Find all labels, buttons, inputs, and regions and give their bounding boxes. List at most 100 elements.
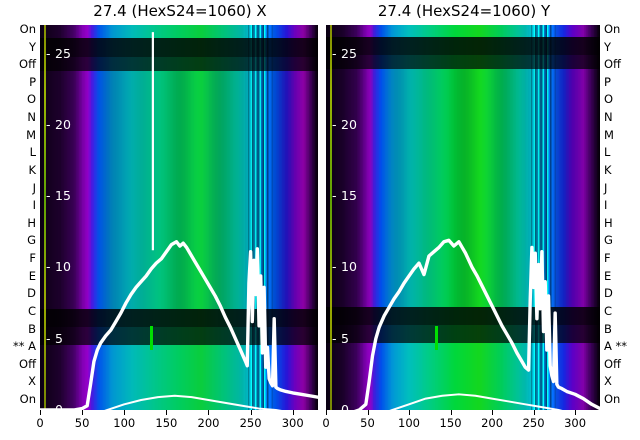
heatmap-row [326, 325, 600, 343]
y-tick: -5 [332, 331, 349, 346]
heatmap-row [40, 38, 318, 57]
x-tick-label: 300 [564, 416, 587, 430]
category-label-x: X [604, 374, 612, 389]
y-tick-label: 25 [55, 45, 71, 61]
category-axis-left: On Y Off P O N M L K J I H G F E D C B ** A Off X On [0, 0, 40, 440]
x-tick [124, 410, 126, 415]
category-label-k: K [604, 162, 612, 177]
x-tick-label: 200 [481, 416, 504, 430]
heatmap-image-y [326, 25, 600, 410]
x-tick [367, 410, 369, 415]
heatmap-panel-y[interactable]: -0-5-10-15-20-25 [326, 25, 600, 410]
y-tick-dash: - [46, 330, 51, 346]
y-tick-dash: - [46, 402, 51, 410]
heatmap-row [40, 57, 318, 71]
category-label-g: G [27, 233, 36, 248]
category-label-on: On [19, 22, 36, 36]
category-label-y: Y [28, 39, 36, 54]
y-tick: -15 [46, 188, 71, 203]
x-tick [533, 410, 535, 415]
panel-title-y: 27.4 (HexS24=1060) Y [377, 2, 551, 20]
star-marker: ** [611, 339, 628, 354]
y-tick-dash: - [46, 45, 51, 61]
y-tick: -20 [332, 117, 357, 132]
x-axis-left: 0 50 100 150 200 250 300 [36, 410, 318, 440]
x-tick-label: 100 [113, 416, 136, 430]
y-tick-label: 10 [341, 259, 357, 275]
series-profile-main [353, 238, 600, 410]
y-tick-label: 0 [341, 402, 349, 410]
y-tick-dash: - [332, 402, 337, 410]
y-tick: -15 [332, 188, 357, 203]
y-tick-label: 15 [341, 188, 357, 204]
y-tick-dash: - [332, 116, 337, 132]
y-tick: -0 [332, 402, 349, 410]
y-tick-dash: - [332, 188, 337, 204]
category-label-n: N [27, 110, 36, 125]
panel-title-x: 27.4 (HexS24=1060) X [93, 2, 267, 20]
x-tick [326, 410, 327, 415]
category-label-o: O [604, 92, 614, 107]
category-label-d: D [27, 286, 36, 301]
heatmap-panel-x[interactable]: -0-5-10-15-20-25 [40, 25, 318, 410]
series-profile-main [40, 240, 318, 410]
y-tick-dash: - [46, 259, 51, 275]
series-profile-baseline [389, 393, 563, 410]
x-tick [208, 410, 210, 415]
x-tick [166, 410, 168, 415]
category-label-on: On [604, 22, 621, 36]
category-label-y: Y [604, 39, 612, 54]
y-tick: -0 [46, 402, 63, 410]
x-tick-label: 250 [239, 416, 262, 430]
y-tick-dash: - [332, 45, 337, 61]
category-label-f: F [604, 251, 611, 266]
category-label-m: M [26, 127, 36, 142]
category-label-e: E [604, 268, 612, 283]
y-tick-label: 5 [341, 330, 349, 346]
y-tick-label: 5 [55, 330, 63, 346]
category-label-k: K [28, 162, 36, 177]
profile-curves-y [353, 238, 600, 410]
category-label-i: I [32, 198, 36, 213]
category-label-p: P [29, 74, 36, 89]
category-label-l: L [604, 145, 611, 160]
y-tick-label: 10 [55, 259, 71, 275]
x-tick-label: 0 [36, 416, 44, 430]
left-edge-column [44, 25, 46, 410]
category-label-f: F [29, 251, 36, 266]
category-label-off: Off [19, 57, 36, 72]
x-tick-label: 150 [155, 416, 178, 430]
left-edge-column [330, 25, 332, 410]
category-label-g: G [604, 233, 613, 248]
heatmap-row [326, 69, 600, 307]
category-label-j: J [604, 180, 608, 195]
y-tick-dash: - [332, 259, 337, 275]
category-label-off: Off [19, 356, 36, 371]
category-label-d: D [604, 286, 613, 301]
x-tick [492, 410, 494, 415]
y-tick-label: 20 [341, 116, 357, 132]
category-label-n: N [604, 110, 613, 125]
profile-curves-x [40, 32, 318, 410]
x-tick [450, 410, 452, 415]
category-axis-right: On Y Off P O N M L K J I H G F E D C B A ** Off X On [600, 0, 640, 440]
star-marker: ** [12, 339, 29, 354]
x-tick [292, 410, 294, 415]
category-label-off: Off [604, 356, 621, 371]
y-tick: -10 [332, 259, 357, 274]
category-label-j: J [32, 180, 36, 195]
category-label-h: H [604, 215, 613, 230]
category-label-o: O [26, 92, 36, 107]
heatmap-row [40, 71, 318, 309]
green-marker [434, 325, 438, 351]
category-label-c: C [27, 303, 36, 318]
x-axis-right: 0 50 100 150 200 250 300 [322, 410, 600, 440]
category-label-m: M [604, 127, 614, 142]
y-tick-label: 0 [55, 402, 63, 410]
y-tick: -5 [46, 331, 63, 346]
y-tick: -25 [332, 46, 357, 61]
category-label-on: On [604, 392, 621, 406]
x-tick [575, 410, 577, 415]
y-tick-dash: - [46, 116, 51, 132]
category-label-p: P [604, 74, 611, 89]
